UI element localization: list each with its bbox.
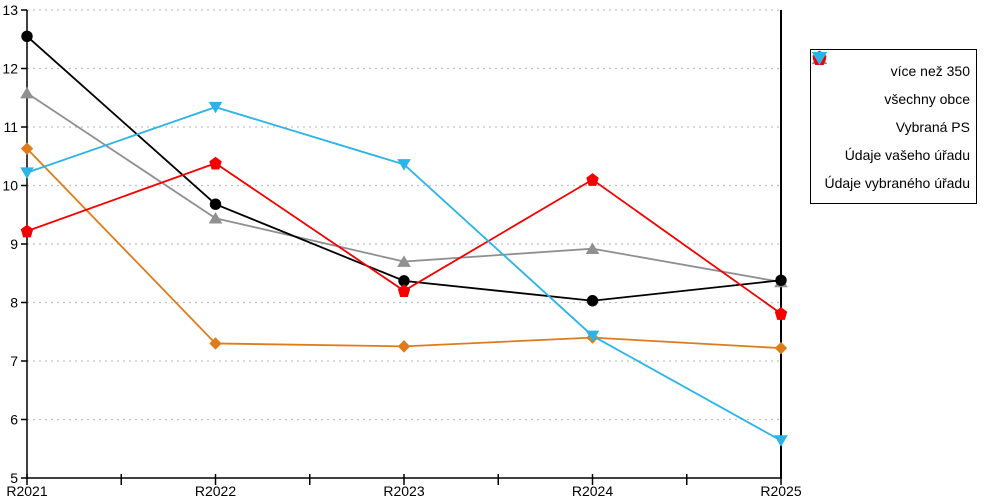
marker-triangle-down [397,159,411,171]
marker-pentagon [20,224,34,238]
legend-item: více než 350 [812,51,970,85]
y-tick-label: 10 [2,178,18,194]
legend-label: Vybraná PS [895,118,970,135]
series-line-5 [26,106,782,442]
legend-label: Údaje vašeho úřadu [844,146,970,163]
y-tick-label: 12 [2,61,18,77]
legend-item: Údaje vybraného úřadu [811,52,970,197]
marker-diamond [20,142,34,155]
marker-circle [398,275,410,287]
y-tick-label: 7 [10,353,18,369]
marker-pentagon [774,307,788,320]
triangle-down-icon [811,52,828,65]
marker-pentagon [586,173,599,186]
x-tick-label: R2024 [572,483,613,499]
marker-triangle-down [20,167,34,179]
marker-circle [775,274,787,286]
legend-label: více než 350 [890,62,970,79]
legend: více než 350 všechny obce Vybraná PS Údaje … [810,49,977,204]
legend-item: Vybraná PS [811,51,970,141]
marker-triangle-up [208,212,223,224]
marker-circle [586,295,599,307]
y-tick-label: 9 [10,236,18,252]
marker-circle [21,30,33,43]
marker-triangle-down [208,101,223,114]
x-tick-label: R2021 [6,483,47,499]
legend-item: Údaje vašeho úřadu [812,50,970,169]
legend-label: všechny obce [884,90,970,107]
y-tick-label: 13 [2,2,18,18]
series-line-1 [26,148,782,350]
series-line-3 [26,92,782,283]
marker-diamond [209,337,222,350]
y-tick-label: 5 [10,470,18,486]
y-tick-label: 8 [10,295,18,311]
marker-circle [209,198,222,210]
marker-triangle-down [774,435,788,447]
x-tick-label: R2022 [195,483,236,499]
x-tick-label: R2023 [383,483,424,499]
marker-diamond [397,340,411,353]
marker-triangle-down [811,52,828,65]
x-tick-label: R2025 [760,483,801,499]
marker-pentagon [209,156,222,170]
marker-triangle-up [20,86,34,99]
marker-triangle-up [397,255,411,267]
marker-triangle-up [585,242,600,254]
marker-triangle-down [585,330,600,343]
marker-diamond [774,341,788,355]
y-tick-label: 6 [10,412,18,428]
marker-pentagon [397,284,411,297]
y-tick-label: 11 [3,119,18,135]
legend-item: všechny obce [813,51,970,113]
legend-label: Údaje vybraného úřadu [824,174,970,191]
